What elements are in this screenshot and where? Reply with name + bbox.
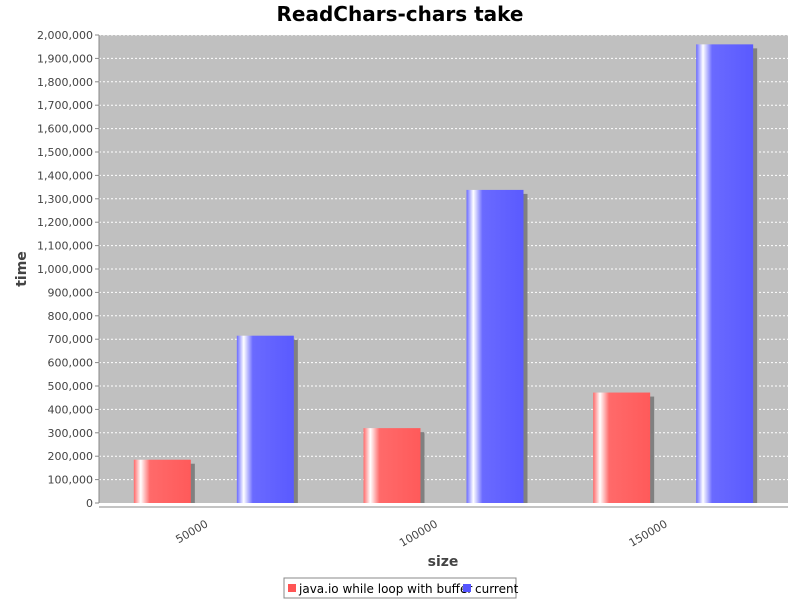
- y-tick-label: 1,100,000: [37, 240, 93, 253]
- y-tick-label: 1,400,000: [37, 169, 93, 182]
- x-tick-label: 50000: [174, 517, 211, 546]
- y-tick-label: 800,000: [48, 310, 94, 323]
- bar: [133, 459, 191, 503]
- y-tick-label: 1,000,000: [37, 263, 93, 276]
- y-tick-label: 1,900,000: [37, 52, 93, 65]
- y-tick-label: 600,000: [48, 357, 94, 370]
- legend-label: current: [475, 582, 519, 596]
- y-tick-label: 400,000: [48, 403, 94, 416]
- y-tick-label: 1,800,000: [37, 76, 93, 89]
- legend: java.io while loop with buffer current: [283, 577, 519, 599]
- bar: [363, 428, 421, 503]
- y-tick-label: 700,000: [48, 333, 94, 346]
- y-tick-label: 2,000,000: [37, 29, 93, 42]
- legend-swatch: [288, 584, 296, 592]
- x-tick-label: 100000: [397, 517, 440, 549]
- bar: [236, 335, 294, 503]
- y-tick-label: 200,000: [48, 450, 94, 463]
- chart-title: ReadChars-chars take: [277, 2, 524, 26]
- legend-box: [283, 577, 517, 599]
- bar: [696, 44, 754, 504]
- y-tick-label: 500,000: [48, 380, 94, 393]
- y-tick-label: 1,600,000: [37, 123, 93, 136]
- y-tick-label: 1,300,000: [37, 193, 93, 206]
- x-axis-ticks: 50000 100000 150000: [174, 517, 670, 549]
- gridlines: [99, 34, 788, 481]
- x-axis-label: size: [428, 554, 459, 570]
- y-tick-label: 1,200,000: [37, 216, 93, 229]
- y-tick-label: 1,500,000: [37, 146, 93, 159]
- y-tick-label: 100,000: [48, 474, 94, 487]
- bar: [593, 392, 651, 503]
- y-axis-ticks: 0 100,000 200,000 300,000 400,000 500,000 600,…: [37, 29, 99, 510]
- legend-label: java.io while loop with buffer: [298, 582, 472, 596]
- y-tick-label: 300,000: [48, 427, 94, 440]
- x-tick-label: 150000: [627, 517, 670, 549]
- bar: [466, 189, 524, 503]
- bars: [133, 44, 758, 504]
- y-tick-label: 900,000: [48, 286, 94, 299]
- legend-swatch: [463, 584, 471, 592]
- y-tick-label: 0: [86, 497, 93, 510]
- y-axis-label: time: [14, 251, 30, 287]
- y-tick-label: 1,700,000: [37, 99, 93, 112]
